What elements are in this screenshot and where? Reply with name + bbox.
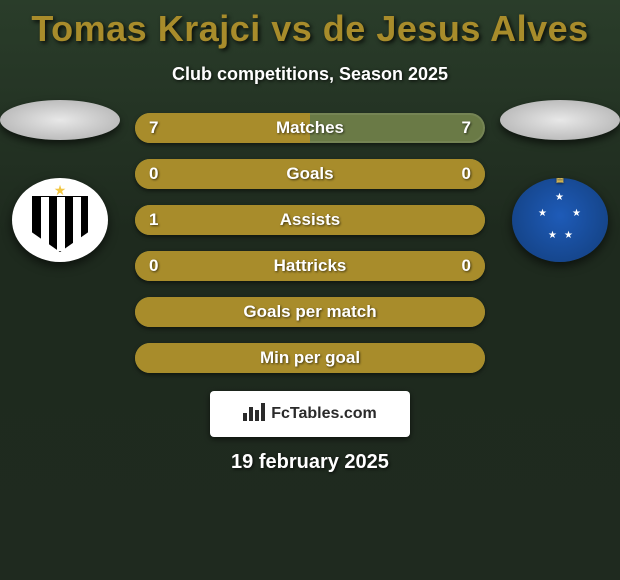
branding-badge[interactable]: FcTables.com [210,391,410,437]
comparison-date: 19 february 2025 [0,451,620,474]
player-photo-placeholder [0,100,120,140]
stars-cluster-icon: ★ ★ ★ ★ ★ [530,190,590,250]
stat-row: 7 Matches 7 [135,113,485,143]
stat-value-left: 7 [149,118,158,138]
stat-row: 0 Hattricks 0 [135,251,485,281]
stat-label: Assists [280,210,340,230]
player-column-right: ♛ ★ ★ ★ ★ ★ [500,100,620,262]
stat-label: Hattricks [274,256,347,276]
stat-row: Goals per match [135,297,485,327]
branding-text: FcTables.com [271,405,377,423]
stat-row: 1 Assists [135,205,485,235]
cruzeiro-crest: ♛ ★ ★ ★ ★ ★ [512,178,608,262]
stat-row: 0 Goals 0 [135,159,485,189]
stat-label: Goals [286,164,333,184]
player-column-left: ★ [0,100,120,262]
stat-value-right: 7 [462,118,471,138]
shield-icon [32,196,88,252]
player-photo-placeholder [500,100,620,140]
bar-chart-icon [243,403,265,426]
stat-value-right: 0 [462,164,471,184]
stat-label: Matches [276,118,344,138]
stat-value-left: 0 [149,164,158,184]
atletico-mineiro-crest: ★ [12,178,108,262]
stat-value-left: 1 [149,210,158,230]
stat-row: Min per goal [135,343,485,373]
crown-icon: ♛ [553,178,567,188]
comparison-title: Tomas Krajci vs de Jesus Alves [0,0,620,50]
stat-label: Min per goal [260,348,360,368]
stat-value-right: 0 [462,256,471,276]
stat-label: Goals per match [243,302,376,322]
stats-list: 7 Matches 7 0 Goals 0 1 Assists 0 Hattricks 0 Goals… [135,113,485,373]
comparison-subtitle: Club competitions, Season 2025 [0,64,620,85]
stat-value-left: 0 [149,256,158,276]
